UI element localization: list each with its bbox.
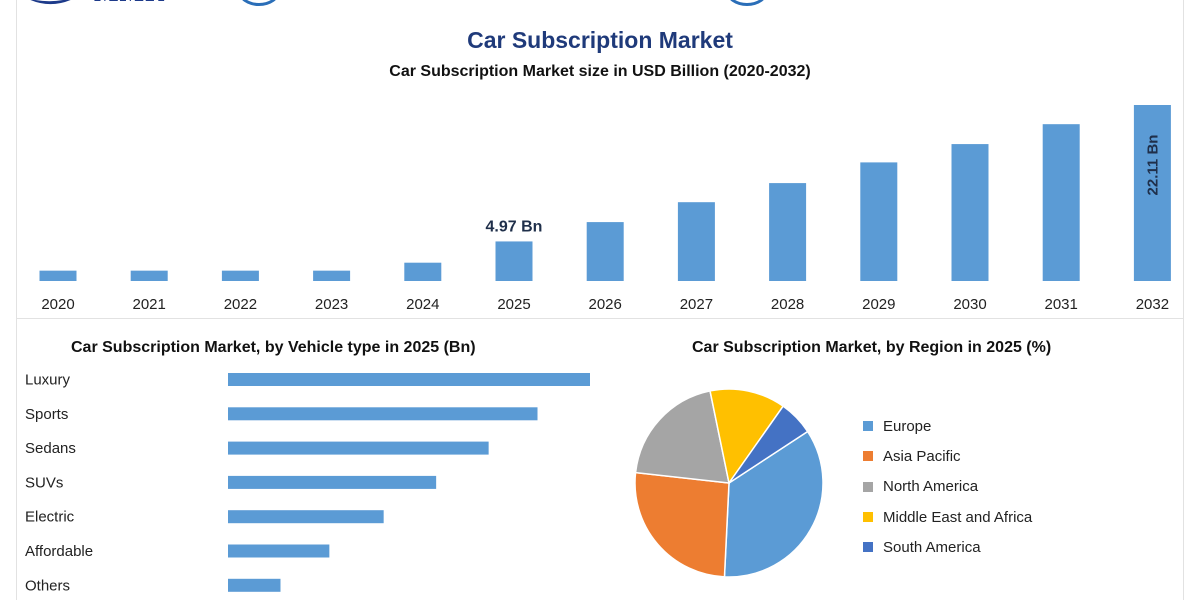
bar-2023	[313, 270, 351, 281]
section-divider	[16, 318, 1184, 319]
bar-2025	[495, 241, 533, 281]
legend-label: Europe	[883, 417, 932, 435]
legend-item-north-america: North America	[863, 472, 1032, 502]
bar-2026	[586, 222, 624, 281]
x-tick-2028: 2028	[771, 296, 804, 313]
bar-chart-title: Car Subscription Market size in USD Bill…	[389, 63, 811, 80]
category-label-luxury: Luxury	[25, 372, 71, 389]
pie-slice-europe	[723, 430, 824, 578]
hbar-sedans	[228, 441, 489, 455]
hbar-luxury	[228, 373, 590, 386]
x-tick-2020: 2020	[41, 296, 74, 313]
legend-item-middle-east-and-africa: Middle East and Africa	[863, 502, 1032, 532]
legend-label: Asia Pacific	[883, 447, 961, 465]
hbar-others	[228, 578, 281, 592]
page-frame	[16, 0, 1184, 600]
region-chart-title: Car Subscription Market, by Region in 20…	[692, 339, 1052, 356]
bar-2031	[1042, 124, 1080, 281]
hbar-suvs	[228, 475, 437, 489]
category-label-others: Others	[25, 577, 70, 594]
legend-item-europe: Europe	[863, 411, 1032, 441]
legend-swatch	[863, 451, 873, 462]
bar-2032	[1133, 105, 1171, 281]
bar-2030	[951, 144, 989, 281]
data-label-2025: 4.97 Bn	[486, 218, 543, 235]
legend-item-asia-pacific: Asia Pacific	[863, 441, 1032, 471]
x-tick-2027: 2027	[680, 296, 713, 313]
bar-2022	[221, 270, 259, 281]
category-label-sports: Sports	[25, 406, 68, 423]
logo-swoosh-icon	[30, 0, 71, 4]
x-tick-2032: 2032	[1136, 296, 1169, 313]
legend-item-south-america: South America	[863, 532, 1032, 562]
bar-2024	[404, 262, 442, 281]
bar-2020	[39, 270, 77, 281]
bar-2027	[677, 202, 715, 281]
legend-label: Middle East and Africa	[883, 508, 1033, 526]
vehicle-type-bar-chart: Luxury Sports Sedans SUVs Electric Affordable…	[25, 372, 590, 594]
legend-swatch	[863, 512, 873, 523]
hbar-electric	[228, 510, 384, 524]
legend-swatch	[863, 421, 873, 432]
pie-slice-south-america	[728, 405, 809, 484]
x-tick-2031: 2031	[1045, 296, 1078, 313]
x-tick-2023: 2023	[315, 296, 348, 313]
logo: MMR	[24, 0, 194, 14]
bar-2029	[860, 162, 898, 281]
category-label-electric: Electric	[25, 509, 75, 526]
category-label-sedans: Sedans	[25, 440, 76, 457]
legend-swatch	[863, 481, 873, 492]
category-label-suvs: SUVs	[25, 474, 63, 491]
x-tick-2025: 2025	[497, 296, 530, 313]
x-tick-2022: 2022	[224, 296, 257, 313]
bar-2021	[130, 270, 168, 281]
hbar-sports	[228, 407, 538, 421]
vehicle-type-chart-title: Car Subscription Market, by Vehicle type…	[71, 339, 476, 356]
pie-slice-asia-pacific	[634, 471, 730, 578]
category-label-affordable: Affordable	[25, 543, 93, 560]
bar-2028	[769, 183, 807, 281]
x-tick-2024: 2024	[406, 296, 439, 313]
x-tick-2021: 2021	[133, 296, 166, 313]
market-size-bar-chart: 2020 2021 2022 2023 2024 2025 2026 2027 2028 2029…	[39, 105, 1171, 313]
logo-text: MMR	[94, 0, 165, 8]
legend-swatch	[863, 542, 873, 553]
x-tick-2026: 2026	[589, 296, 622, 313]
region-pie-chart	[634, 388, 824, 578]
pie-slice-north-america	[634, 390, 730, 484]
data-label-2032: 22.11 Bn	[1144, 135, 1161, 196]
hbar-affordable	[228, 544, 330, 558]
main-title: Car Subscription Market	[467, 27, 733, 53]
legend-label: South America	[883, 538, 981, 556]
x-tick-2029: 2029	[862, 296, 895, 313]
pie-slice-middle-east-and-africa	[709, 388, 785, 485]
region-legend: Europe Asia Pacific North America Middle Ea…	[863, 411, 1032, 562]
legend-label: North America	[883, 478, 979, 496]
x-tick-2030: 2030	[953, 296, 986, 313]
